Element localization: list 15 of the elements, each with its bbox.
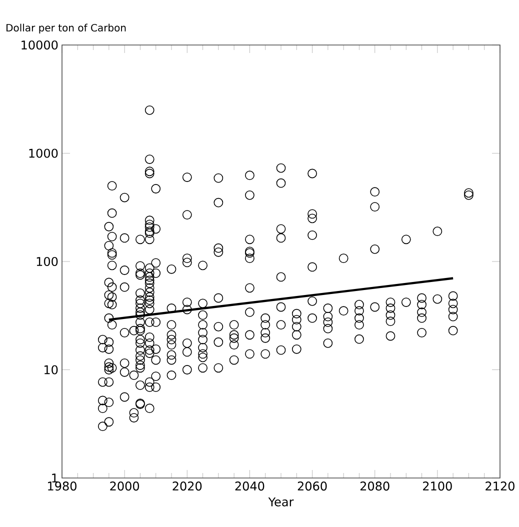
x-tick-label: 2120 [486, 482, 515, 491]
x-tick-label: 2040 [236, 482, 264, 491]
x-tick-label: 2100 [423, 482, 452, 491]
x-axis-title: Year [268, 497, 294, 506]
y-tick-label: 100 [37, 256, 58, 266]
x-tick-label: 2080 [360, 482, 390, 491]
y-tick-label: 10 [44, 365, 58, 374]
y-axis-title: Dollar per ton of Carbon [6, 24, 126, 34]
x-tick-label: 2060 [298, 482, 327, 491]
x-tick-label: 2000 [110, 482, 140, 491]
y-tick-label: 1000 [29, 148, 58, 158]
x-tick-label: 2020 [172, 482, 202, 491]
y-tick-label: 10000 [22, 40, 58, 50]
y-tick-label: 1 [52, 474, 58, 482]
x-tick-label: 1980 [48, 482, 77, 491]
